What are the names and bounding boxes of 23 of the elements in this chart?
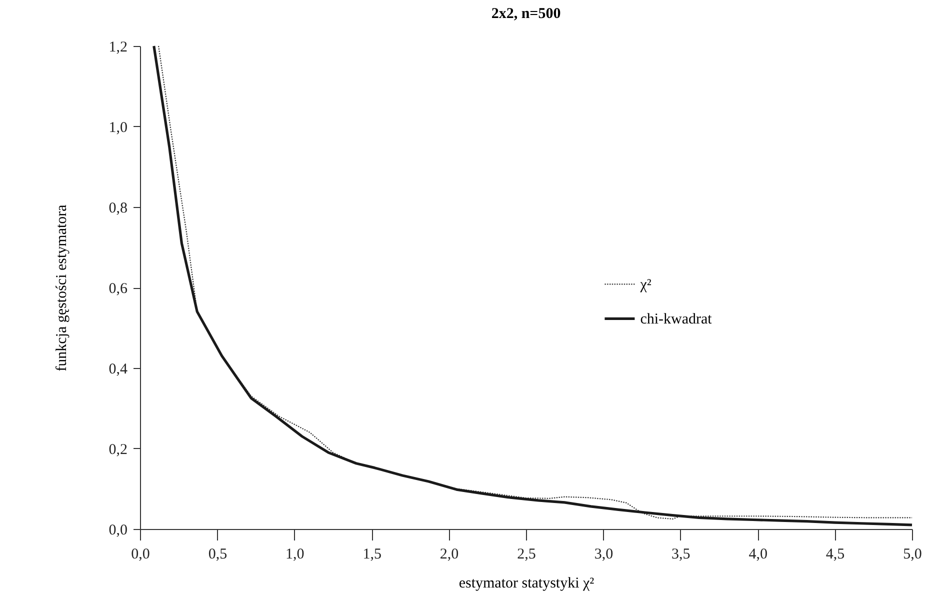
y-axis-title: funkcja gęstości estymatora [54,204,70,372]
y-tick-label: 0,2 [108,442,128,458]
y-tick-label: 0,6 [108,281,128,297]
legend-label: χ² [639,277,652,294]
x-tick-label: 0,5 [208,546,228,562]
x-tick-label: 1,5 [362,546,382,562]
x-tick-label: 4,5 [826,546,845,562]
x-tick-label: 5,0 [903,546,922,562]
x-tick-label: 4,0 [748,546,768,562]
x-axis-title: estymator statystyki χ² [458,576,595,592]
x-tick-label: 1,0 [286,546,304,562]
x-tick-label: 0,0 [131,546,150,562]
x-tick-label: 2,5 [517,546,536,562]
y-tick-label: 1,2 [108,40,128,56]
x-tick-label: 3,0 [594,546,614,562]
y-tick-label: 0,0 [108,522,128,538]
y-tick-label: 0,8 [108,200,128,216]
y-tick-label: 1,0 [108,120,128,136]
y-tick-label: 0,4 [108,362,128,378]
legend-label: chi-kwadrat [640,312,713,328]
x-tick-label: 2,0 [440,546,459,562]
chart-title: 2x2, n=500 [491,6,561,22]
x-tick-label: 3,5 [672,546,690,562]
